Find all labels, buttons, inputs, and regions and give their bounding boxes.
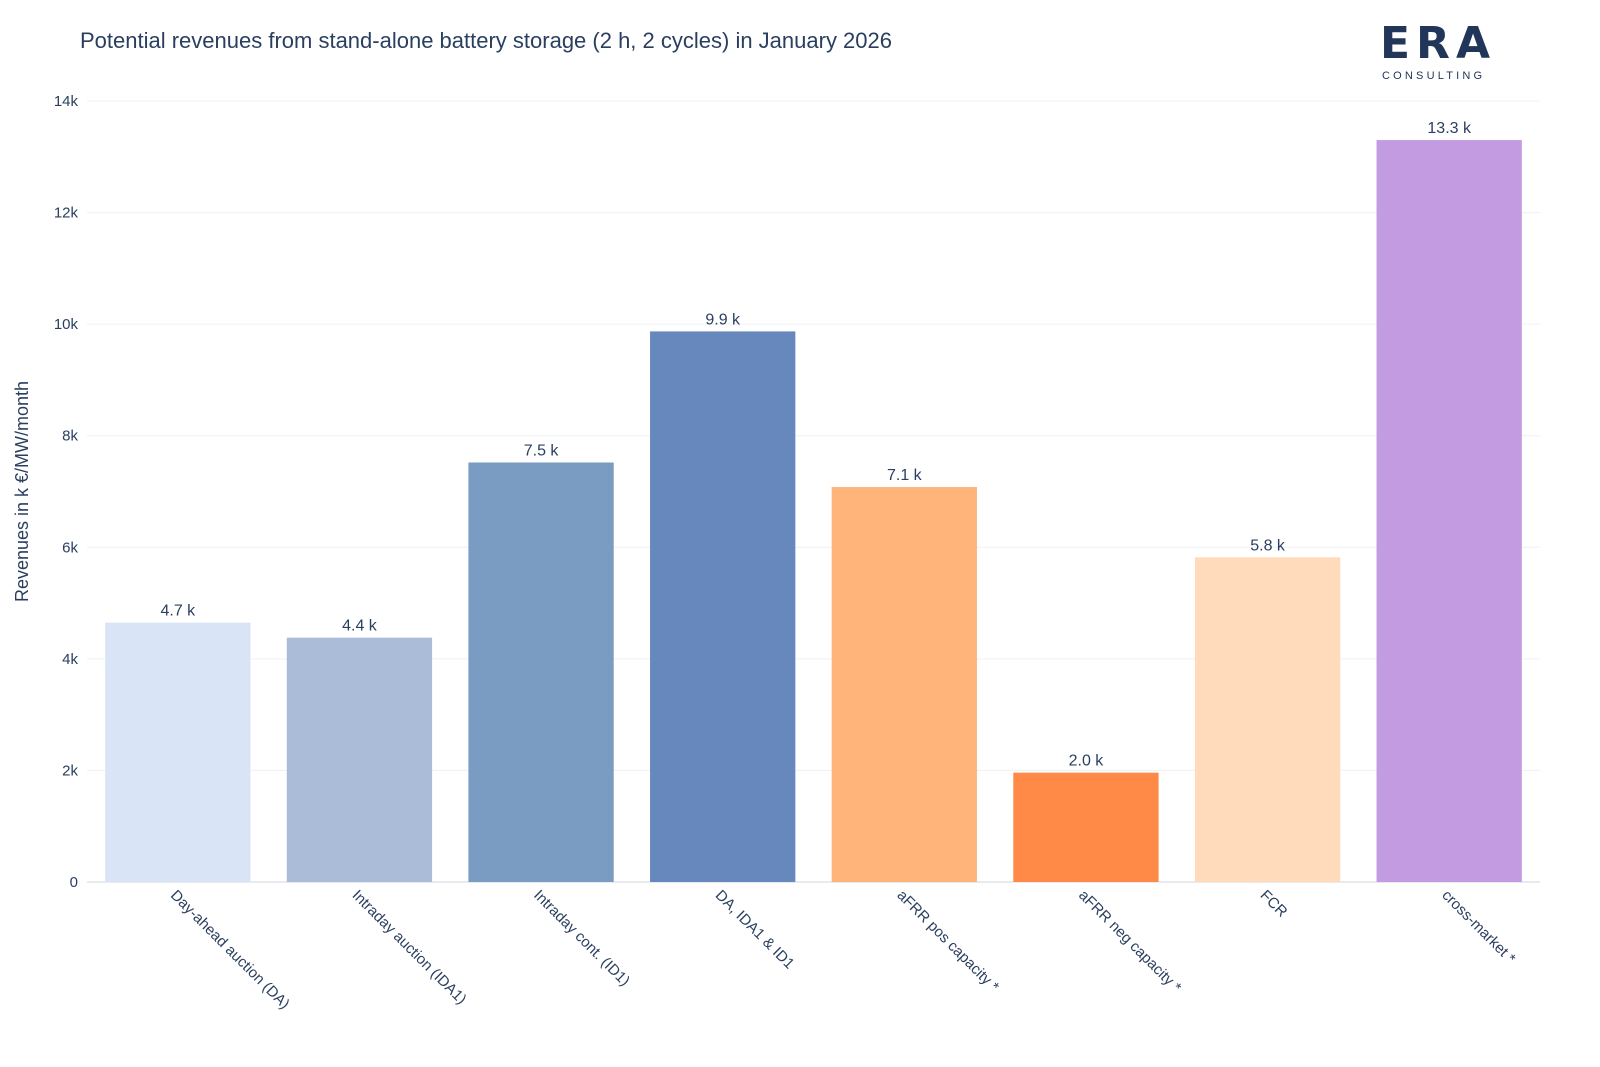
- bar: [650, 331, 796, 882]
- x-tick-label: cross-market *: [1438, 887, 1518, 967]
- bars: [105, 140, 1522, 883]
- bar-value-label: 4.7 k: [160, 603, 196, 620]
- chart-title: Potential revenues from stand-alone batt…: [80, 28, 893, 53]
- y-tick-label: 14k: [54, 93, 79, 110]
- bar: [286, 637, 433, 882]
- y-tick-label: 0: [70, 874, 78, 891]
- x-tick-label: aFRR neg capacity *: [1075, 887, 1184, 996]
- x-tick-label: aFRR pos capacity *: [893, 887, 1002, 996]
- y-tick-label: 10k: [54, 316, 79, 333]
- era-consulting-logo: ERA CONSULTING: [1380, 22, 1500, 84]
- data-labels: 4.7 k 4.4 k 7.5 k 9.9 k 7.1 k 2.0 k 5.8 k 13.3 …: [160, 120, 1472, 770]
- bar: [1376, 140, 1522, 883]
- x-tick-label: Intraday auction (IDA1): [349, 887, 470, 1008]
- logo-wordmark: ERA: [1380, 18, 1496, 69]
- y-tick-label: 8k: [62, 428, 78, 445]
- bar-value-label: 5.8 k: [1250, 537, 1286, 554]
- bar: [1013, 772, 1159, 882]
- x-tick-label: Intraday cont. (ID1): [530, 887, 633, 990]
- bar: [1194, 557, 1341, 882]
- bar-value-label: 7.5 k: [524, 442, 560, 459]
- logo-tagline: CONSULTING: [1382, 70, 1486, 82]
- bar: [105, 622, 251, 882]
- bar-value-label: 7.1 k: [887, 467, 923, 484]
- bar-value-label: 9.9 k: [705, 311, 741, 328]
- bar-value-label: 4.4 k: [342, 618, 378, 635]
- y-tick-label: 2k: [62, 762, 78, 779]
- x-tick-label: Day-ahead auction (DA): [167, 887, 293, 1013]
- y-tick-label: 6k: [62, 539, 78, 556]
- bar-value-label: 2.0 k: [1069, 753, 1105, 770]
- y-axis-ticks: 0 2k 4k 6k 8k 10k 12k 14k: [54, 93, 79, 891]
- y-tick-label: 12k: [54, 205, 79, 222]
- bar: [468, 462, 614, 882]
- x-axis-labels: Day-ahead auction (DA) Intraday auction (…: [167, 887, 1519, 1013]
- bar-value-label: 13.3 k: [1427, 120, 1472, 137]
- x-tick-label: FCR: [1257, 887, 1291, 921]
- bar: [831, 487, 977, 882]
- x-tick-label: DA, IDA1 & ID1: [712, 887, 798, 973]
- y-axis-title: Revenues in k €/MW/month: [12, 381, 32, 602]
- y-tick-label: 4k: [62, 651, 78, 668]
